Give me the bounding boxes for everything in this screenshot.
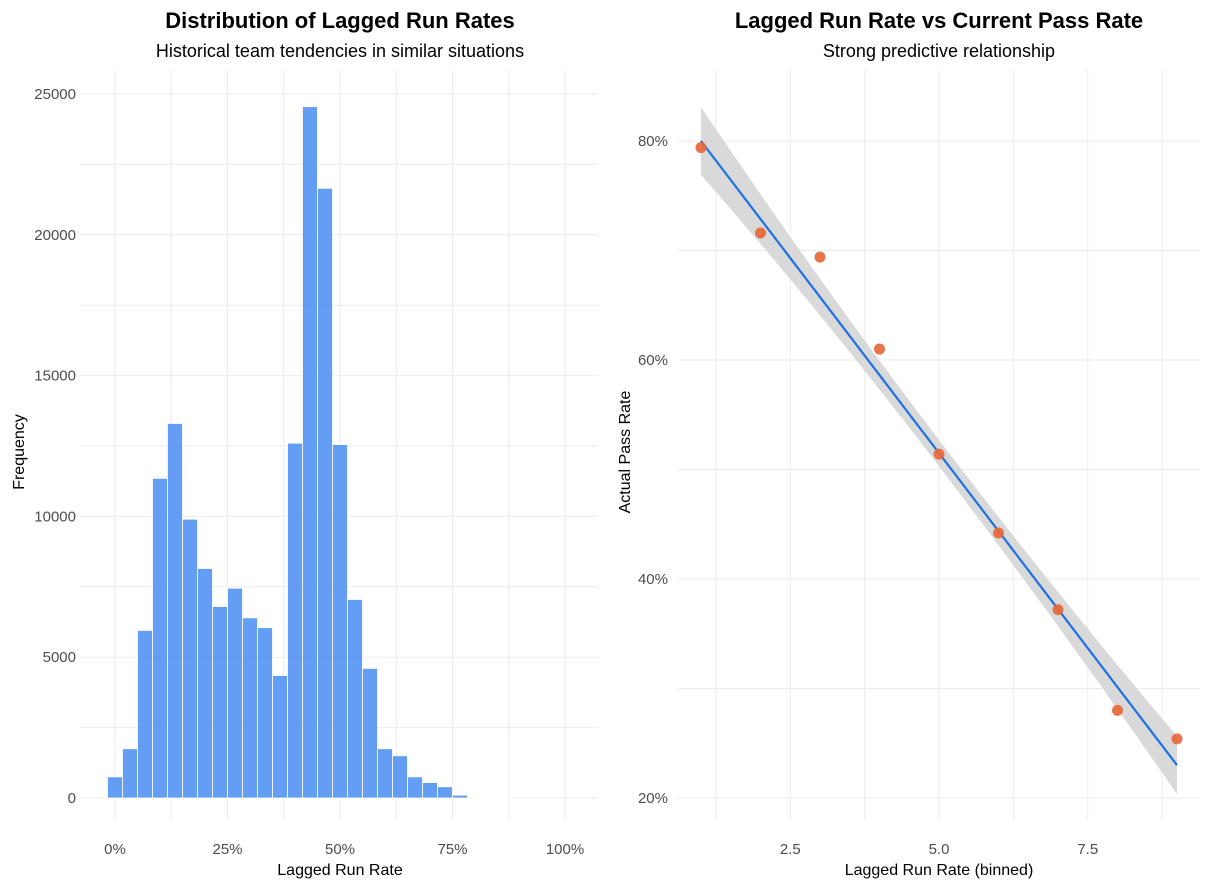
scatter-point — [1052, 604, 1064, 616]
histogram-bar — [377, 748, 393, 799]
histogram-bar — [362, 668, 378, 799]
histogram-bar — [182, 518, 198, 799]
x-tick-label: 50% — [325, 841, 355, 858]
y-tick-label: 60% — [638, 352, 668, 369]
histogram-bar — [137, 630, 153, 799]
x-tick-label: 7.5 — [1077, 841, 1098, 858]
histogram-x-axis-label: Lagged Run Rate — [277, 862, 403, 879]
histogram-bar — [332, 444, 348, 799]
y-tick-label: 15000 — [34, 368, 76, 385]
histogram-bar — [347, 599, 363, 799]
scatter-point — [1171, 733, 1183, 745]
histogram-bar — [257, 627, 273, 799]
histogram-bar — [107, 776, 123, 799]
histogram-bar — [227, 587, 243, 799]
y-tick-label: 10000 — [34, 508, 76, 525]
histogram-bar — [272, 675, 288, 799]
x-tick-label: 25% — [212, 841, 242, 858]
histogram-title: Distribution of Lagged Run Rates — [165, 8, 515, 33]
scatter-point — [933, 448, 945, 460]
histogram-bar — [407, 776, 423, 799]
y-tick-label: 25000 — [34, 86, 76, 103]
x-tick-label: 2.5 — [780, 841, 801, 858]
histogram-bar — [422, 782, 438, 799]
x-tick-label: 0% — [104, 841, 126, 858]
x-tick-label: 100% — [546, 841, 584, 858]
y-tick-label: 0 — [68, 790, 76, 807]
scatter-x-axis-label: Lagged Run Rate (binned) — [845, 862, 1034, 879]
y-tick-label: 40% — [638, 571, 668, 588]
histogram-subtitle: Historical team tendencies in similar si… — [156, 41, 524, 61]
histogram-panel: Distribution of Lagged Run Rates Histori… — [11, 8, 598, 879]
histogram-bar — [167, 423, 183, 799]
histogram-bar — [197, 568, 213, 799]
scatter-point — [993, 527, 1004, 539]
histogram-bar — [122, 748, 138, 799]
x-tick-label: 75% — [437, 841, 467, 858]
scatter-point — [874, 343, 885, 355]
histogram-y-axis-label: Frequency — [11, 414, 28, 490]
histogram-bar — [242, 617, 258, 799]
histogram-bar — [287, 442, 303, 799]
histogram-bar — [452, 794, 468, 799]
scatter-y-axis-label: Actual Pass Rate — [617, 391, 634, 514]
histogram-bar — [437, 786, 453, 799]
scatter-point — [755, 227, 766, 239]
scatter-subtitle: Strong predictive relationship — [823, 41, 1055, 61]
y-tick-label: 80% — [638, 133, 668, 150]
scatter-panel: Lagged Run Rate vs Current Pass Rate Str… — [617, 8, 1200, 879]
scatter-point — [695, 142, 707, 154]
y-tick-label: 20% — [638, 790, 668, 807]
histogram-bar — [302, 106, 318, 799]
histogram-bar — [317, 187, 333, 799]
histogram-bar — [392, 755, 408, 799]
x-tick-label: 5.0 — [929, 841, 950, 858]
scatter-point — [1112, 704, 1123, 716]
histogram-bar — [467, 796, 483, 799]
scatter-point — [814, 251, 826, 263]
histogram-bar — [152, 477, 168, 799]
histogram-bar — [212, 606, 228, 799]
scatter-title: Lagged Run Rate vs Current Pass Rate — [735, 8, 1143, 33]
y-tick-label: 5000 — [43, 649, 76, 666]
y-tick-label: 20000 — [34, 227, 76, 244]
